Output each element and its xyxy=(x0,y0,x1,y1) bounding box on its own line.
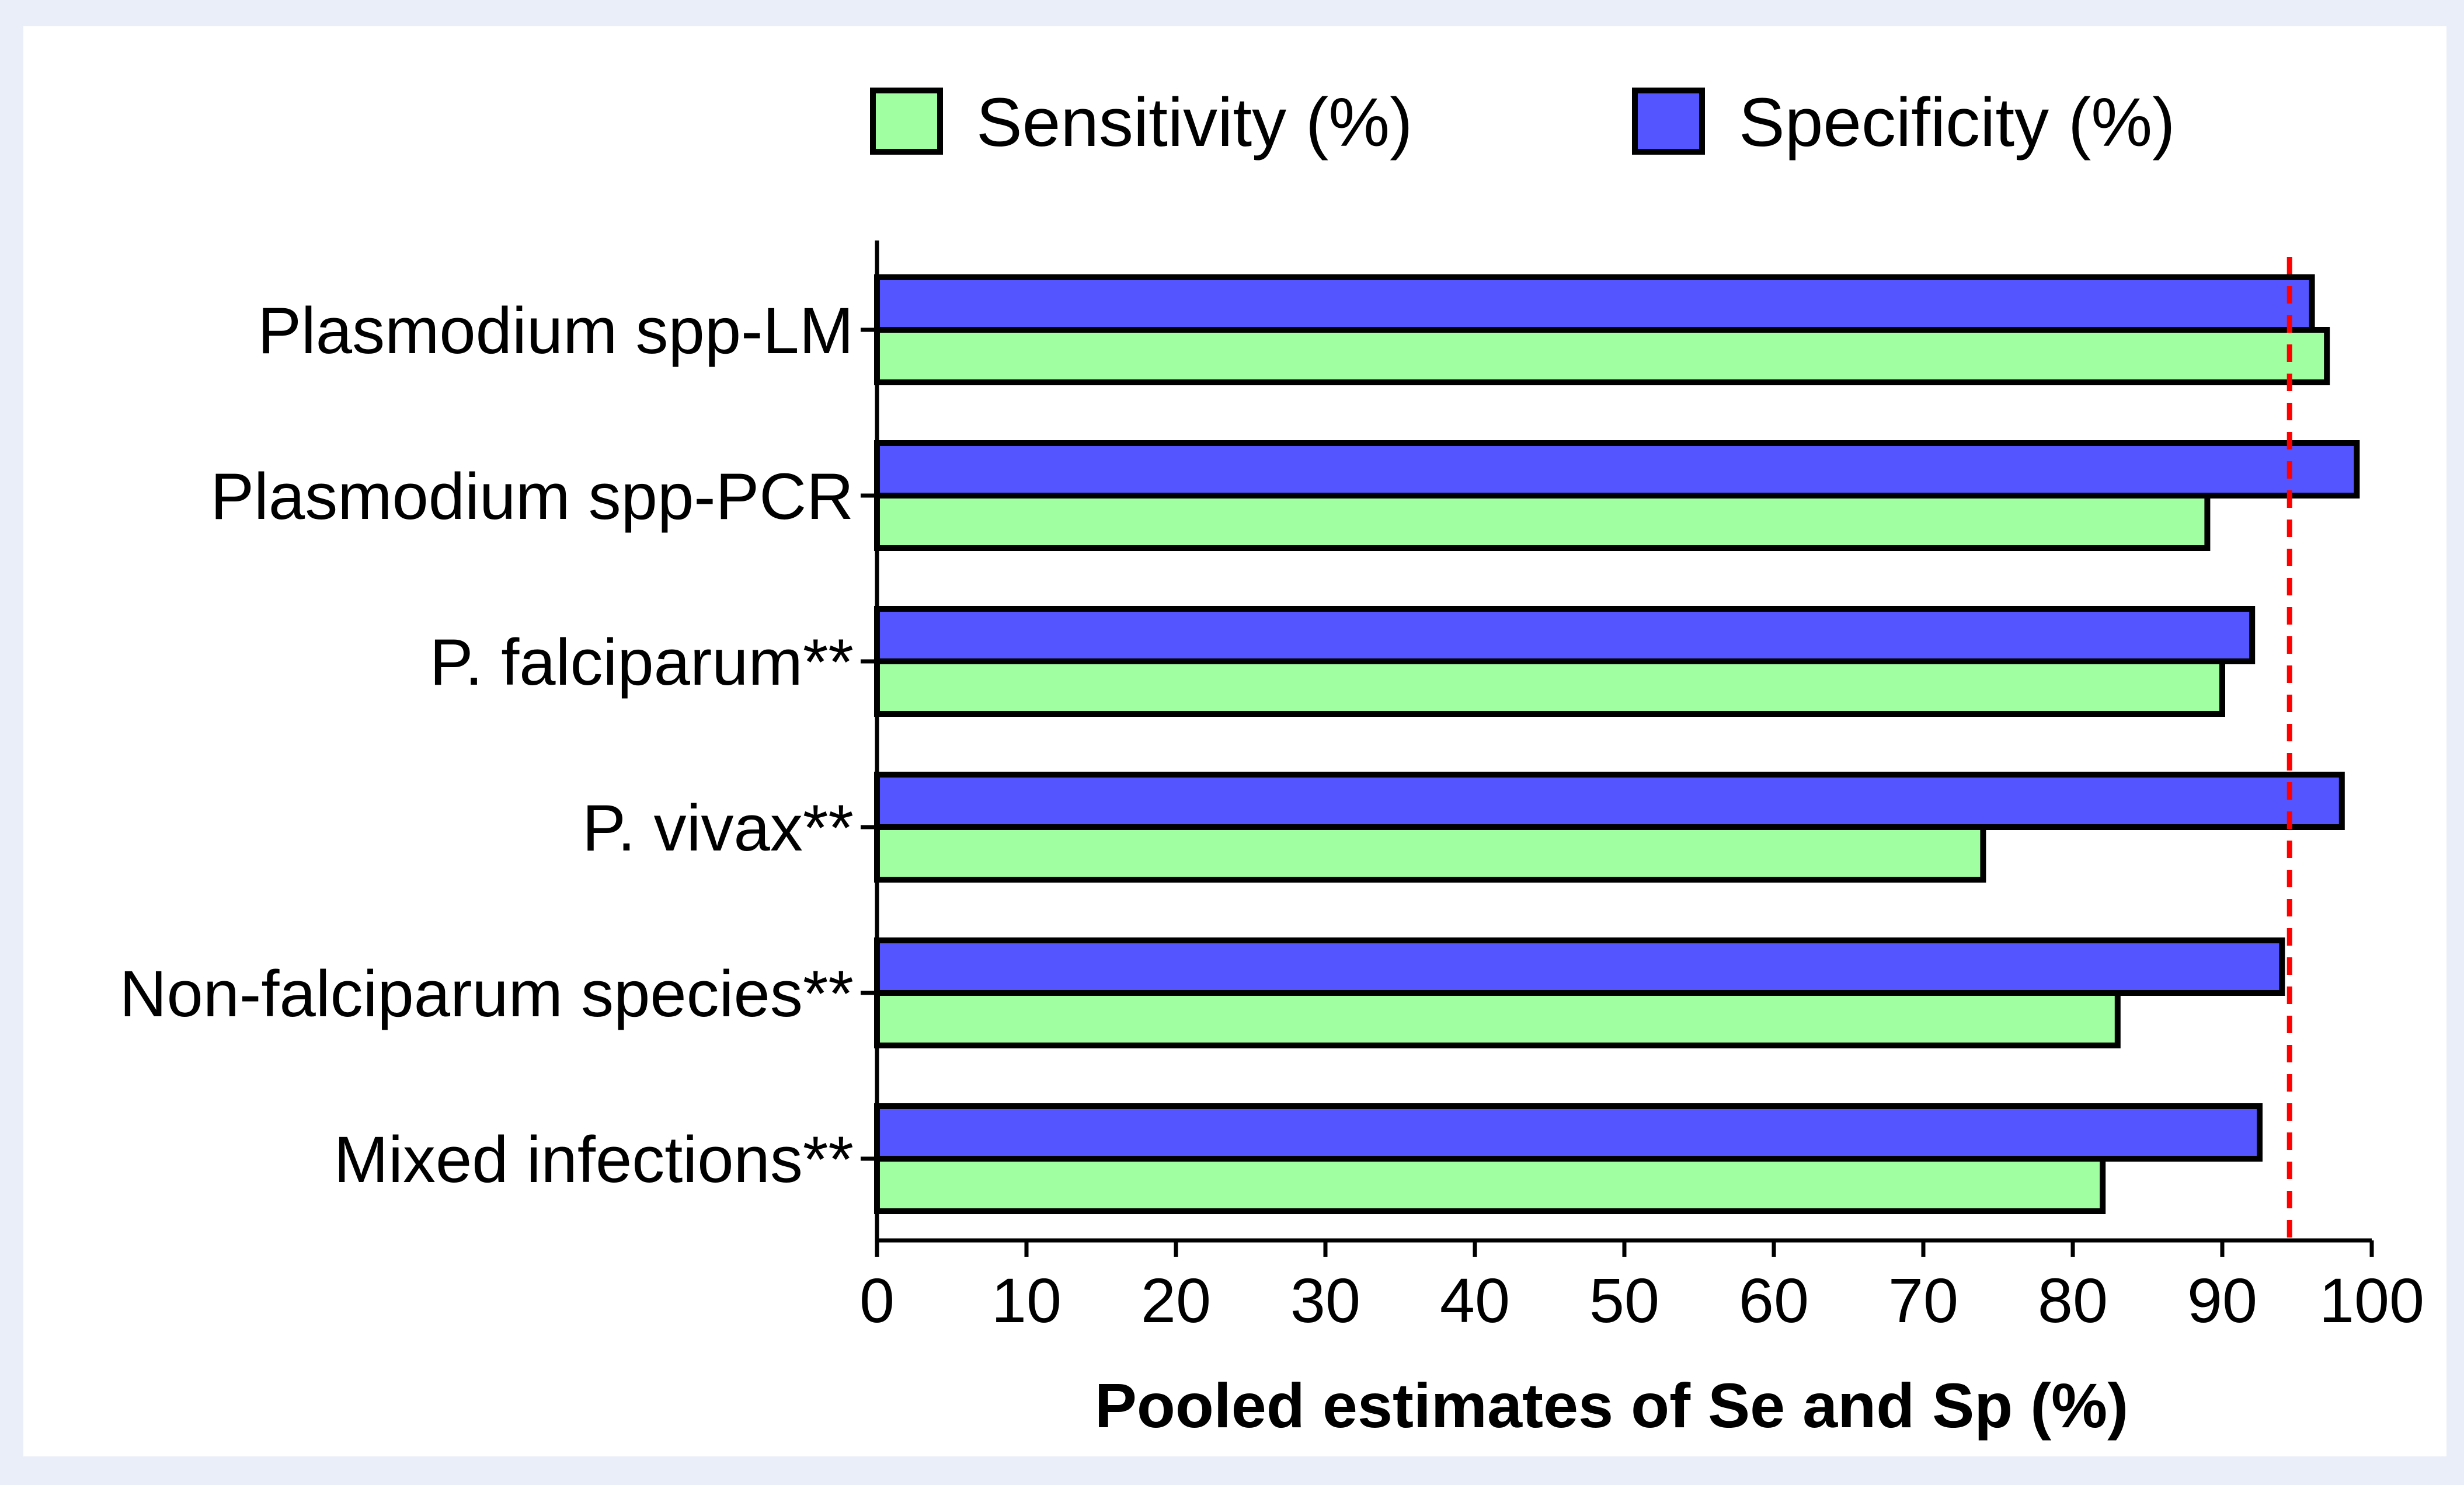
bar-specificity-p-vivax xyxy=(874,772,2345,830)
bar-sensitivity-plasmodium-spp-pcr xyxy=(874,493,2211,551)
category-label-mixed-infections: Mixed infections** xyxy=(334,1123,854,1196)
legend-swatch-sensitivity xyxy=(870,88,943,155)
category-label-p-falciparum: P. falciparum** xyxy=(430,626,854,699)
x-tick-label-80: 80 xyxy=(2038,1265,2108,1336)
x-tick-label-100: 100 xyxy=(2319,1265,2424,1336)
x-tick-label-20: 20 xyxy=(1141,1265,1211,1336)
bar-sensitivity-p-vivax xyxy=(874,824,1986,883)
bar-sensitivity-non-falciparum-species xyxy=(874,990,2121,1048)
bar-specificity-mixed-infections xyxy=(874,1103,2263,1162)
x-tick-label-40: 40 xyxy=(1440,1265,1510,1336)
x-axis-title: Pooled estimates of Se and Sp (%) xyxy=(1095,1370,2128,1441)
legend-label-sensitivity: Sensitivity (%) xyxy=(976,84,1412,161)
bar-sensitivity-mixed-infections xyxy=(874,1156,2106,1214)
bars-group xyxy=(874,274,2360,1214)
x-tick-label-90: 90 xyxy=(2187,1265,2257,1336)
x-tick-label-50: 50 xyxy=(1589,1265,1659,1336)
x-tick-label-60: 60 xyxy=(1739,1265,1809,1336)
category-label-plasmodium-spp-lm: Plasmodium spp-LM xyxy=(257,294,854,367)
axes-group xyxy=(861,240,2374,1257)
bar-specificity-p-falciparum xyxy=(874,606,2256,664)
category-label-plasmodium-spp-pcr: Plasmodium spp-PCR xyxy=(210,460,854,533)
x-tick-label-70: 70 xyxy=(1888,1265,1958,1336)
legend-label-specificity: Specificity (%) xyxy=(1739,84,2175,161)
category-label-p-vivax: P. vivax** xyxy=(582,792,854,864)
x-tick-label-30: 30 xyxy=(1290,1265,1360,1336)
bar-sensitivity-plasmodium-spp-lm xyxy=(874,327,2330,385)
legend: Sensitivity (%) Specificity (%) xyxy=(870,84,2175,161)
bar-sensitivity-p-falciparum xyxy=(874,658,2225,717)
legend-swatch-specificity xyxy=(1632,88,1705,155)
labels-group: Plasmodium spp-LM Plasmodium spp-PCR P. fa… xyxy=(120,294,2425,1336)
x-tick-label-10: 10 xyxy=(991,1265,1062,1336)
bar-specificity-non-falciparum-species xyxy=(874,937,2285,996)
bar-specificity-plasmodium-spp-lm xyxy=(874,274,2315,333)
category-label-non-falciparum-species: Non-falciparum species** xyxy=(120,957,854,1030)
plot-background xyxy=(23,26,2446,1456)
x-tick-label-0: 0 xyxy=(859,1265,895,1336)
bar-specificity-plasmodium-spp-pcr xyxy=(874,440,2360,499)
